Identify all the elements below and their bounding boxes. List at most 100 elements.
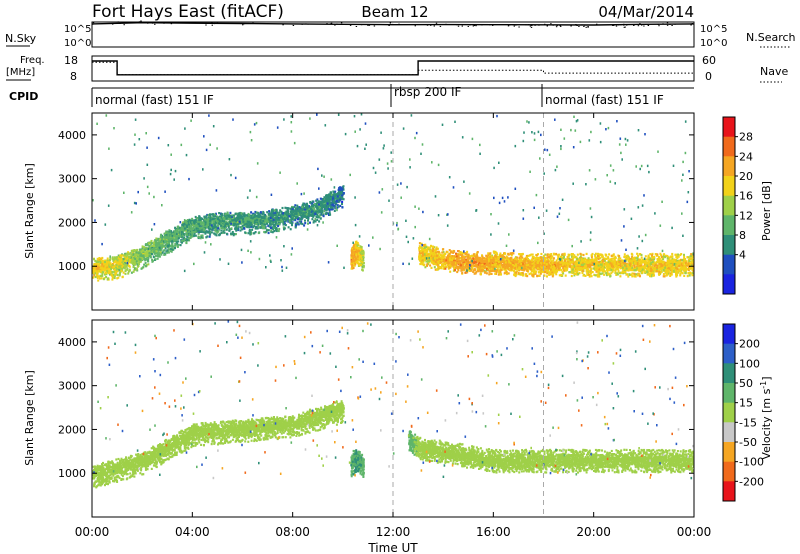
data-cell — [148, 252, 151, 255]
data-cell — [527, 262, 530, 265]
data-cell — [135, 253, 138, 256]
data-cell — [304, 203, 307, 206]
data-cell — [200, 228, 203, 232]
data-cell — [215, 220, 218, 223]
nsearch-point — [355, 26, 358, 27]
data-cell — [178, 226, 181, 229]
data-cell — [165, 232, 167, 235]
nsearch-point — [641, 24, 643, 26]
data-cell — [111, 271, 114, 274]
data-cell — [130, 256, 132, 259]
nsearch-point — [512, 24, 514, 26]
data-cell — [231, 232, 234, 236]
data-cell — [183, 239, 186, 242]
data-cell — [199, 221, 202, 224]
data-cell — [118, 269, 120, 272]
data-cell — [228, 214, 230, 217]
data-cell — [189, 235, 192, 238]
data-cell — [96, 274, 99, 277]
data-cell — [293, 205, 296, 209]
data-cell — [652, 261, 655, 264]
data-cell — [246, 223, 249, 226]
data-cell — [207, 214, 210, 217]
nsearch-point — [534, 24, 536, 26]
data-cell — [264, 227, 267, 230]
data-cell — [140, 267, 143, 270]
data-cell — [306, 205, 309, 208]
data-cell — [242, 214, 245, 217]
data-cell — [326, 202, 329, 205]
nsearch-point — [639, 23, 641, 25]
data-cell — [129, 259, 132, 262]
data-cell — [267, 231, 270, 235]
data-cell — [193, 222, 196, 225]
nsearch-point — [633, 25, 635, 26]
nsearch-point — [529, 25, 532, 27]
data-cell — [169, 235, 172, 238]
data-cell — [266, 219, 269, 222]
data-cell — [150, 253, 153, 256]
data-cell — [194, 225, 197, 228]
nsearch-point — [349, 24, 352, 26]
nsearch-point — [243, 23, 245, 25]
nsearch-point — [690, 23, 692, 25]
data-cell — [172, 245, 175, 248]
data-cell — [165, 238, 168, 241]
data-cell — [95, 260, 98, 263]
data-cell — [249, 231, 252, 234]
nsearch-point — [367, 24, 369, 26]
data-cell — [111, 278, 114, 281]
data-cell — [298, 217, 301, 220]
data-cell — [311, 207, 314, 210]
data-cell — [195, 228, 198, 231]
data-cell — [359, 255, 362, 258]
data-cell — [232, 216, 235, 219]
data-cell — [230, 222, 233, 225]
data-cell — [418, 249, 421, 252]
data-cell — [354, 263, 357, 266]
data-cell — [319, 200, 322, 203]
data-cell — [163, 252, 166, 255]
data-cell — [640, 264, 643, 267]
data-cell — [151, 247, 154, 251]
data-cell — [359, 260, 362, 263]
data-cell — [119, 260, 122, 263]
data-cell — [285, 210, 288, 213]
nsearch-point — [194, 22, 197, 24]
nsearch-point — [426, 24, 429, 26]
data-cell — [222, 216, 225, 219]
data-cell — [289, 221, 292, 224]
nsearch-point — [492, 24, 494, 26]
data-cell — [681, 262, 683, 265]
data-cell — [133, 260, 136, 263]
data-cell — [128, 269, 131, 272]
nsearch-point — [489, 24, 491, 26]
data-cell — [174, 232, 177, 235]
data-cell — [250, 216, 253, 219]
data-cell — [279, 220, 282, 223]
data-cell — [220, 223, 222, 226]
nsearch-point — [662, 23, 664, 25]
data-cell — [168, 248, 171, 251]
data-cell — [258, 213, 261, 216]
nsearch-point — [334, 24, 336, 26]
data-cell — [275, 218, 278, 221]
data-cell — [166, 231, 169, 234]
data-cell — [282, 212, 284, 215]
data-cell — [338, 200, 341, 203]
data-cell — [139, 254, 142, 257]
data-cell — [284, 220, 287, 223]
data-cell — [456, 260, 459, 263]
data-cell — [270, 219, 273, 223]
data-cell — [132, 253, 135, 256]
data-cell — [319, 204, 322, 207]
data-cell — [224, 213, 227, 216]
data-cell — [289, 228, 292, 231]
data-cell — [259, 220, 262, 223]
data-cell — [288, 215, 291, 218]
data-cell — [273, 230, 276, 233]
data-cell — [119, 255, 122, 258]
nsearch-point — [624, 26, 626, 28]
data-cell — [185, 241, 188, 245]
data-cell — [165, 245, 168, 248]
